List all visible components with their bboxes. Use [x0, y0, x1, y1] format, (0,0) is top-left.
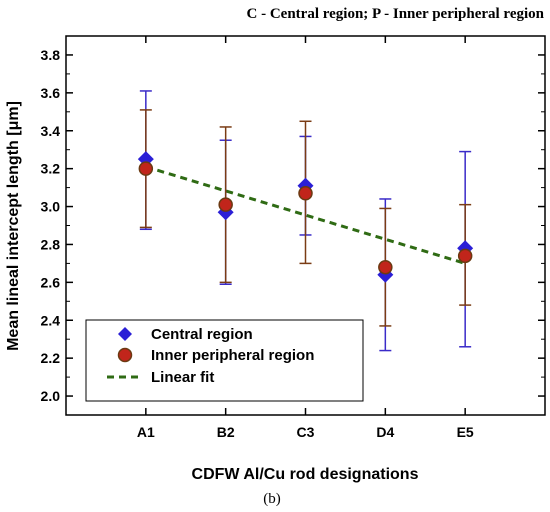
legend-central-marker: [118, 327, 132, 341]
x-tick-label: B2: [217, 424, 235, 440]
linear-fit-layer: [145, 165, 466, 265]
x-tick-label: E5: [457, 424, 474, 440]
inner-peripheral-point: [138, 161, 154, 176]
x-tick-label: C3: [297, 424, 315, 440]
markers-layer: [137, 151, 474, 283]
y-axis: 2.0 2.2 2.4 2.6 2.8 3.0 3.2 3.4 3.6 3.8: [41, 47, 545, 404]
legend-central-label: Central region: [151, 326, 253, 343]
y-tick-label: 3.2: [41, 161, 61, 177]
y-tick-label: 3.0: [41, 199, 61, 215]
inner-peripheral-point: [298, 186, 313, 201]
y-tick-label: 2.0: [41, 388, 61, 404]
x-tick-label: A1: [137, 424, 155, 440]
y-tick-label: 2.2: [41, 350, 61, 366]
y-tick-label: 2.6: [41, 274, 61, 290]
y-tick-label: 3.6: [41, 85, 61, 101]
legend-inner-label: Inner peripheral region: [151, 347, 314, 364]
x-axis: A1 B2 C3 D4 E5: [137, 36, 474, 440]
y-axis-label: Mean lineal intercept length [μm]: [5, 101, 22, 351]
legend-fit-label: Linear fit: [151, 369, 214, 386]
legend-box: [85, 319, 364, 402]
y-tick-label: 3.8: [41, 47, 61, 63]
inner-peripheral-point: [378, 259, 393, 275]
legend-inner-marker: [117, 347, 133, 363]
y-tick-label: 2.8: [41, 236, 61, 252]
linear-fit-line: [145, 165, 466, 265]
figure-caption: (b): [263, 491, 281, 507]
y-tick-label: 3.4: [41, 123, 61, 139]
y-tick-label: 2.4: [41, 312, 61, 328]
inner-peripheral-point: [457, 248, 473, 264]
chart-title: C - Central region; P - Inner peripheral…: [247, 6, 545, 22]
legend: Central region Inner peripheral region Lin…: [85, 319, 364, 402]
inner-peripheral-point: [218, 197, 233, 212]
error-bars-layer: [139, 90, 472, 352]
x-tick-label: D4: [376, 424, 394, 440]
x-axis-label: CDFW Al/Cu rod designations: [192, 466, 419, 483]
